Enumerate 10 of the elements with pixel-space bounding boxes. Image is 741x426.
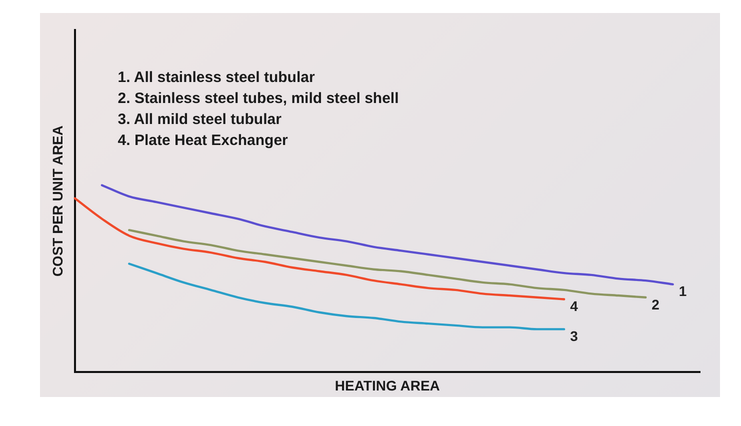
text: 4. Plate Heat Exchanger [118, 132, 288, 150]
series-label: 1 [678, 283, 687, 300]
text: 3. All mild steel tubular [118, 111, 282, 128]
text: 1. All stainless steel tubular [118, 69, 315, 86]
series-label: 4 [570, 298, 578, 314]
text: 2. Stainless steel tubes, mild steel shell [118, 90, 399, 108]
x-axis-title: HEATING AREA [334, 377, 440, 394]
series-label: 2 [652, 296, 660, 312]
y-axis-title: COST PER UNIT AREA [49, 126, 66, 277]
series-label: 3 [570, 328, 578, 344]
